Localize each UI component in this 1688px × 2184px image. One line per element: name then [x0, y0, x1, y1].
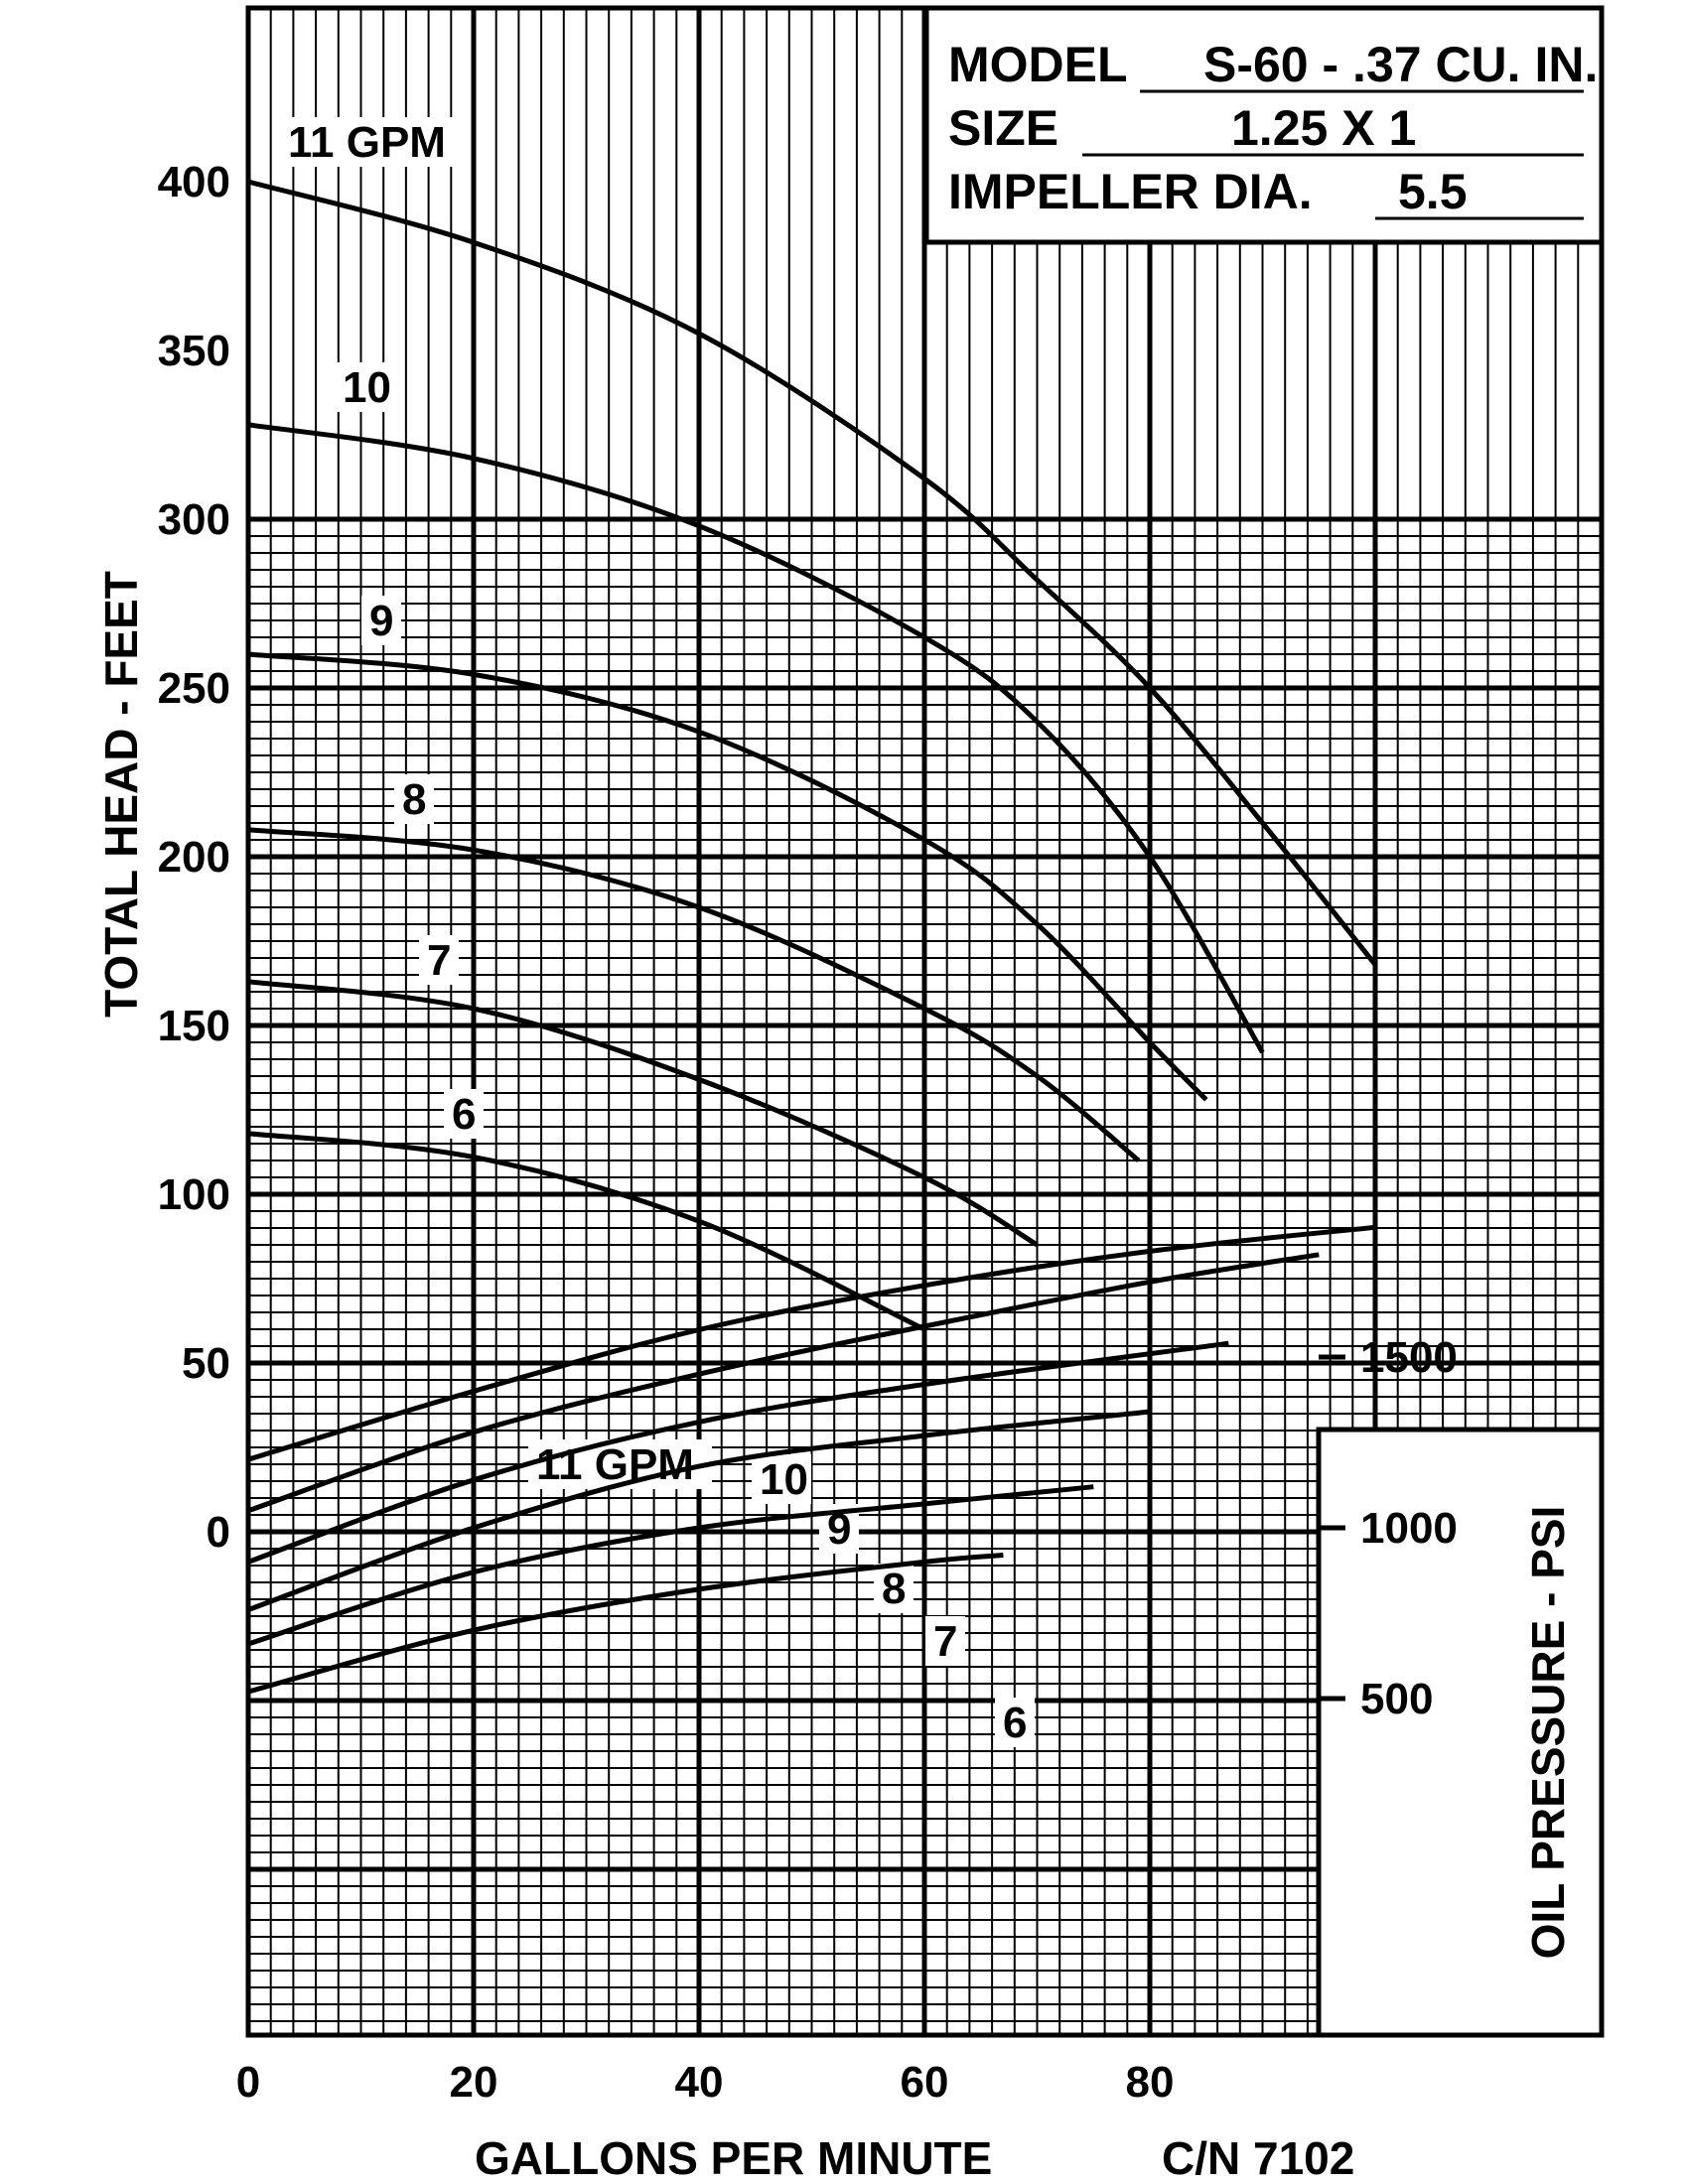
head-curve: [247, 979, 1039, 1248]
pressure-curve-label: 7: [933, 1617, 957, 1666]
pressure-curve-label-bg: [752, 1454, 811, 1504]
head-curve: [247, 827, 1141, 1162]
x-tick-label: 20: [450, 2058, 498, 2107]
oil-pressure-frame: [1316, 1427, 1605, 2038]
pressure-curve-label: 6: [1003, 1699, 1027, 1747]
impeller-value: 5.5: [1398, 164, 1468, 219]
head-curve: [247, 651, 1208, 1102]
y-tick-label: 150: [158, 1002, 230, 1050]
y-axis-title: TOTAL HEAD - FEET: [95, 571, 147, 1018]
pressure-curve: [247, 1409, 1151, 1612]
head-curve-label: 11 GPM: [288, 118, 446, 167]
y-tick-label: 350: [158, 327, 230, 375]
pressure-curve: [247, 1224, 1376, 1462]
info-box: MODEL S-60 - .37 CU. IN. SIZE 1.25 X 1 I…: [923, 5, 1605, 245]
head-curve-label-bg: [394, 774, 434, 824]
pressure-curve-label-bg: [925, 1616, 965, 1666]
pressure-curve: [247, 1553, 1004, 1695]
y-tick-label: 250: [158, 664, 230, 713]
head-curve-label: 8: [402, 775, 426, 824]
x-tick-label: 80: [1126, 2058, 1175, 2107]
head-curve-label-bg: [444, 1089, 484, 1139]
y-tick-label: 200: [158, 833, 230, 882]
pressure-curve: [247, 1484, 1094, 1647]
oil-pressure-tick-label: 1000: [1360, 1504, 1458, 1553]
pressure-curve-label: 11 GPM: [536, 1440, 694, 1489]
info-box-frame: [923, 5, 1605, 245]
y-axis-ticks: 0 50 100 150 200 250 300 350 400: [158, 158, 230, 1557]
pressure-curve-label-bg: [874, 1564, 914, 1613]
x-tick-label: 40: [675, 2058, 724, 2107]
oil-pressure-ticks: 500 1000 1500: [1319, 1333, 1458, 1723]
x-axis-ticks: 0 20 40 60 80: [236, 2058, 1175, 2107]
size-value: 1.25 X 1: [1231, 100, 1416, 156]
pressure-curve-label: 10: [760, 1455, 808, 1504]
part-number: C/N 7102: [1162, 2132, 1354, 2184]
pressure-curve: [247, 1340, 1229, 1565]
head-curve-label-bg: [419, 935, 459, 985]
head-curve-label-bg: [335, 362, 394, 412]
y-tick-label: 100: [158, 1170, 230, 1219]
x-axis-title: GALLONS PER MINUTE: [475, 2132, 992, 2184]
head-curve: [247, 179, 1377, 967]
pressure-curve-label-bg: [528, 1439, 712, 1489]
head-curve-label-bg: [280, 117, 459, 167]
y-tick-label: 400: [158, 158, 230, 206]
oil-pressure-tick-label: 500: [1360, 1675, 1433, 1723]
pressure-curve: [247, 1252, 1320, 1514]
y-tick-label: 0: [207, 1508, 230, 1557]
head-curve: [247, 422, 1265, 1054]
head-curve-label: 6: [452, 1090, 476, 1139]
head-curve-label: 7: [427, 936, 451, 985]
head-curve-label: 10: [343, 363, 391, 412]
head-curve: [247, 1131, 926, 1332]
size-label: SIZE: [948, 100, 1058, 156]
model-value: S-60 - .37 CU. IN.: [1203, 37, 1598, 92]
oil-pressure-box: [1316, 1427, 1605, 2038]
pressure-curve-label-bg: [995, 1698, 1035, 1747]
model-label: MODEL: [948, 37, 1128, 92]
y-tick-label: 300: [158, 495, 230, 544]
impeller-label: IMPELLER DIA.: [948, 164, 1313, 219]
head-curve-label-bg: [361, 596, 401, 645]
oil-pressure-tick-label: 1500: [1360, 1333, 1458, 1382]
pressure-curve-label: 8: [882, 1565, 906, 1613]
x-tick-label: 0: [236, 2058, 260, 2107]
x-tick-label: 60: [901, 2058, 949, 2107]
chart-grid: [245, 5, 1605, 2038]
y-tick-label: 50: [182, 1339, 230, 1388]
head-curve-label: 9: [369, 597, 393, 645]
oil-pressure-axis-title: OIL PRESSURE - PSI: [1522, 1506, 1574, 1960]
